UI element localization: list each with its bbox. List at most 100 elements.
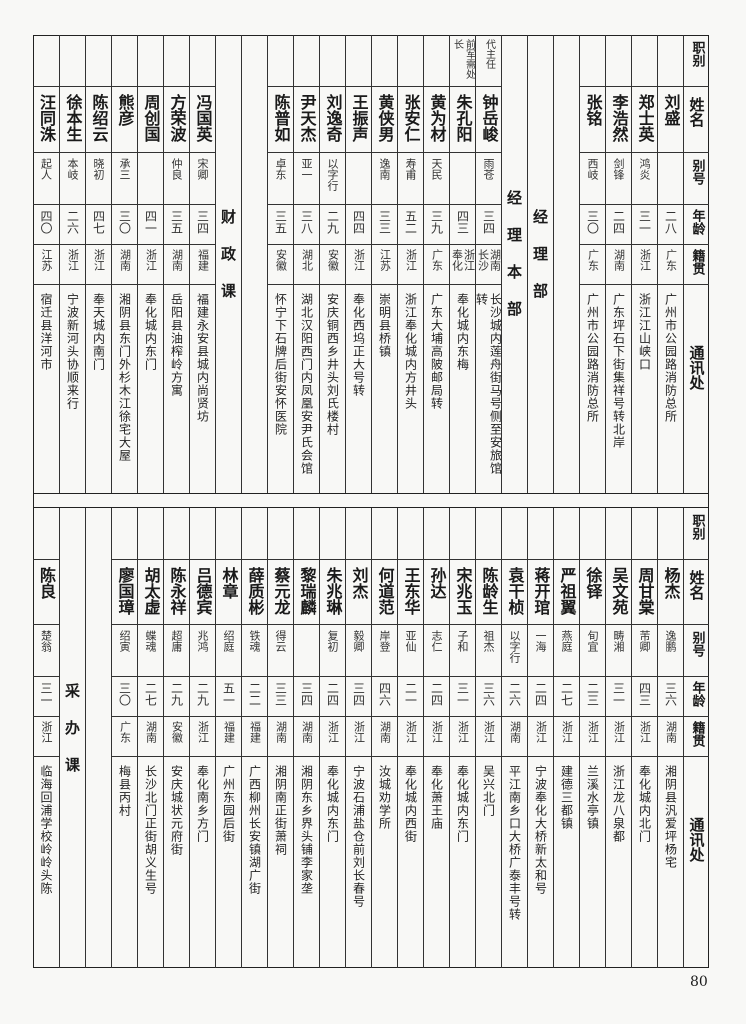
person-row: 汪同洙 起人 四〇 江苏 宿迁县洋河市	[33, 35, 59, 493]
person-row: 张铭 西岐 三〇 广东 广州市公园路消防总所	[579, 35, 605, 493]
native-place-cell: 浙江	[346, 717, 371, 757]
person-row: 刘杰 毅卿 三四 浙江 宁波石浦盐仓前刘长春号	[345, 508, 371, 968]
age-cell: 二九	[190, 677, 215, 717]
name-cell: 吕德宾	[190, 560, 215, 625]
person-row: 尹天杰 亚一 三八 湖北 湖北汉阳西门内凤凰安尹氏会馆	[293, 35, 319, 493]
alias-cell: 本岐	[60, 153, 85, 205]
native-place-cell: 江苏	[33, 245, 59, 285]
name-cell: 陈良	[33, 560, 59, 625]
title-cell	[658, 508, 683, 560]
name-cell: 陈龄生	[476, 560, 501, 625]
name-cell: 陈永祥	[164, 560, 189, 625]
column-header: 通讯处	[687, 345, 706, 390]
name-cell: 吴文苑	[606, 560, 631, 625]
name-cell: 王东华	[398, 560, 423, 625]
address-cell: 宿迁县洋河市	[39, 293, 53, 371]
address-cell: 长沙北门正街胡义生号	[143, 765, 158, 895]
native-place-cell: 浙江	[554, 717, 579, 757]
section-label-column: 经理部	[527, 35, 553, 493]
native-place-cell: 浙江	[632, 245, 657, 285]
address-cell: 奉化城内东门	[143, 293, 158, 371]
native-place-cell: 广东	[580, 245, 605, 285]
title-cell	[216, 508, 241, 560]
name-cell: 刘盛	[658, 87, 683, 153]
person-row: 徐本生 本岐 二六 浙江 宁波新河头协顺来行	[59, 35, 85, 493]
column-header: 姓名	[684, 87, 709, 153]
address-cell: 广州市公园路消防总所	[585, 293, 600, 423]
name-cell: 郑士英	[632, 87, 657, 153]
title-cell	[164, 508, 189, 560]
title-cell: 前军需处长	[450, 35, 475, 87]
alias-cell: 毅卿	[346, 625, 371, 677]
address-cell: 奉化萧王庙	[429, 765, 444, 830]
name-cell: 黎瑞麟	[294, 560, 319, 625]
alias-cell: 宋卿	[190, 153, 215, 205]
title-cell	[606, 508, 631, 560]
age-cell: 二一	[398, 677, 423, 717]
alias-cell: 祖杰	[476, 625, 501, 677]
person-row: 袁干桢 以字行 二六 湖南 平江南乡口大桥广泰丰号转	[501, 508, 527, 968]
alias-cell: 剑锋	[606, 153, 631, 205]
native-place-cell: 浙江	[320, 717, 345, 757]
native-place-cell: 浙江	[424, 717, 449, 757]
alias-cell: 一海	[528, 625, 553, 677]
title-cell	[528, 508, 553, 560]
column-header: 通讯处	[687, 817, 706, 862]
name-cell: 胡太虚	[138, 560, 163, 625]
person-row: 刘盛 二八 广东 广州市公园路消防总所	[657, 35, 683, 493]
title-cell	[294, 508, 319, 560]
native-place-cell: 福建	[216, 717, 241, 757]
alias-cell	[138, 153, 163, 205]
person-row: 胡太虚 蝶魂 二七 湖南 长沙北门正街胡义生号	[137, 508, 163, 968]
address-cell: 浙江江山峡口	[637, 293, 652, 371]
title-cell	[398, 508, 423, 560]
column-header: 年龄	[684, 677, 709, 717]
native-place-cell: 浙江	[580, 717, 605, 757]
alias-cell: 超庸	[164, 625, 189, 677]
name-cell: 严祖翼	[554, 560, 579, 625]
person-row: 吕德宾 兆鸿 二九 浙江 奉化南乡方门	[189, 508, 215, 968]
address-cell: 长沙城内莲舟街马号侧至安旅馆转	[476, 293, 501, 475]
age-cell: 二九	[164, 677, 189, 717]
address-cell: 汝城劝学所	[377, 765, 392, 830]
native-place-cell: 浙江	[190, 717, 215, 757]
blank-column	[85, 508, 111, 968]
address-cell: 建德三都镇	[559, 765, 574, 830]
person-row: 周创国 四一 浙江 奉化城内东门	[137, 35, 163, 493]
native-place-cell: 广东	[424, 245, 449, 285]
page-number: 80	[690, 974, 708, 990]
alias-cell: 子和	[450, 625, 475, 677]
name-cell: 廖国璋	[112, 560, 137, 625]
name-cell: 林章	[216, 560, 241, 625]
alias-cell: 承三	[112, 153, 137, 205]
age-cell: 四三	[632, 677, 657, 717]
name-cell: 徐铎	[580, 560, 605, 625]
alias-cell	[658, 153, 683, 205]
title-cell	[112, 508, 137, 560]
native-place-cell: 湖南	[606, 245, 631, 285]
person-row: 林章 绍庭 五一 福建 广州东园后街	[215, 508, 241, 968]
address-cell: 安庆铜西乡井头刘氏楼村	[325, 293, 340, 436]
native-place-cell: 广东	[658, 245, 683, 285]
person-row: 黎瑞麟 三四 湖南 湘阴东乡界头铺李家垄	[293, 508, 319, 968]
address-cell: 宁波奉化大桥新太和号	[533, 765, 548, 895]
address-cell: 广西柳州长安镇湖广街	[247, 765, 262, 895]
alias-cell	[294, 625, 319, 677]
age-cell: 四一	[138, 205, 163, 245]
name-cell: 王振声	[346, 87, 371, 153]
native-place-cell: 浙江	[346, 245, 371, 285]
name-cell: 袁干桢	[502, 560, 527, 625]
age-cell: 四三	[450, 205, 475, 245]
staff-table-top: 职别 姓名 别号 年龄 籍贯 通讯处 刘盛 二八 广东 广州市公园路消防总所 郑士英 鸿炎 三一 浙江 浙江…	[33, 35, 709, 493]
age-cell: 三四	[190, 205, 215, 245]
alias-cell: 逸鹏	[658, 625, 683, 677]
address-cell: 怀宁下石牌后街安怀医院	[273, 293, 288, 436]
person-row: 吴文苑 畴湘 三一 浙江 浙江龙八泉都	[605, 508, 631, 968]
alias-cell: 晓初	[86, 153, 111, 205]
section-label: 采办课	[63, 682, 81, 794]
address-cell: 广州市公园路消防总所	[663, 293, 678, 423]
person-row: 王东华 亚仙 二一 浙江 奉化城内西街	[397, 508, 423, 968]
column-header: 籍贯	[684, 717, 709, 757]
name-cell: 黄侠男	[372, 87, 397, 153]
name-cell: 汪同洙	[33, 87, 59, 153]
